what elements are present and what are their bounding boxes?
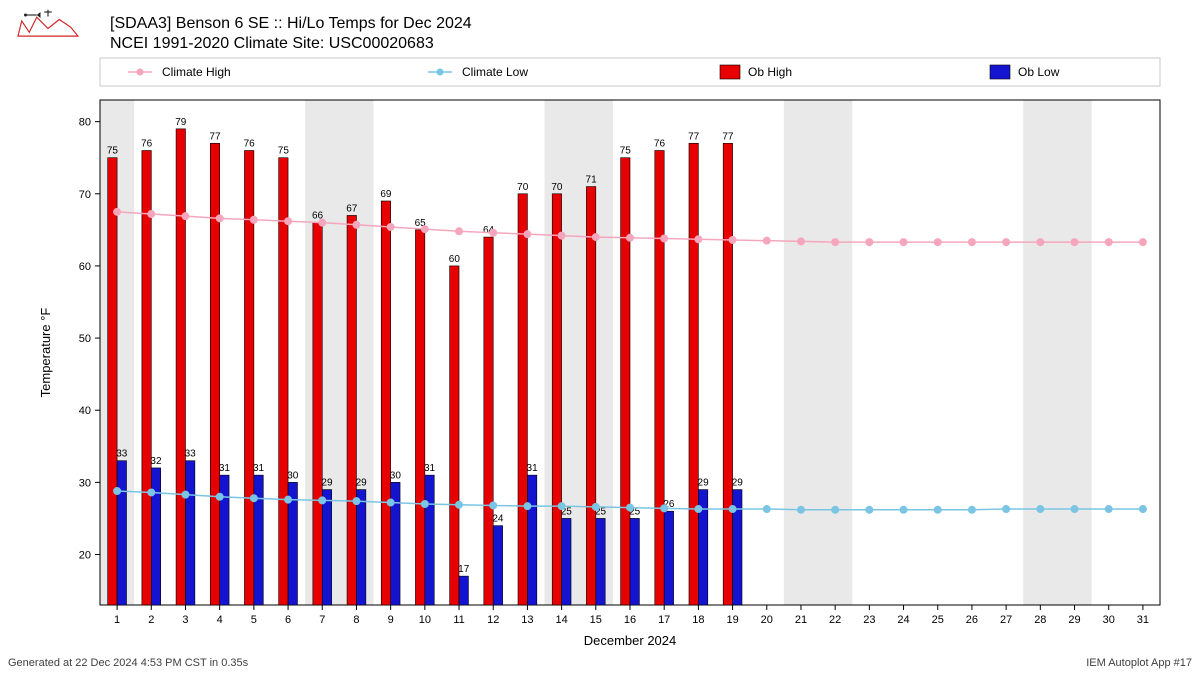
svg-text:27: 27	[1000, 614, 1012, 626]
svg-text:Climate Low: Climate Low	[462, 65, 528, 79]
svg-text:14: 14	[555, 614, 567, 626]
svg-text:77: 77	[722, 131, 734, 142]
svg-text:1: 1	[114, 614, 120, 626]
svg-text:30: 30	[287, 470, 299, 481]
svg-text:December 2024: December 2024	[584, 633, 677, 648]
svg-text:33: 33	[185, 449, 197, 460]
svg-text:Ob High: Ob High	[748, 65, 792, 79]
svg-text:24: 24	[492, 514, 504, 525]
svg-text:13: 13	[521, 614, 533, 626]
svg-text:Ob Low: Ob Low	[1018, 65, 1060, 79]
svg-text:6: 6	[285, 614, 291, 626]
svg-text:29: 29	[732, 478, 744, 489]
svg-text:69: 69	[380, 189, 392, 200]
svg-text:Climate High: Climate High	[162, 65, 231, 79]
svg-text:26: 26	[966, 614, 978, 626]
temperature-chart: 2030405060708012345678910111213141516171…	[0, 0, 1200, 675]
svg-text:75: 75	[278, 146, 290, 157]
svg-text:9: 9	[388, 614, 394, 626]
svg-text:31: 31	[527, 463, 539, 474]
footer-appid: IEM Autoplot App #17	[1086, 657, 1192, 669]
svg-text:20: 20	[761, 614, 773, 626]
svg-text:20: 20	[79, 550, 91, 562]
svg-text:32: 32	[150, 456, 162, 467]
svg-text:24: 24	[897, 614, 909, 626]
svg-text:2: 2	[148, 614, 154, 626]
svg-text:31: 31	[1137, 614, 1149, 626]
svg-text:3: 3	[182, 614, 188, 626]
svg-text:25: 25	[932, 614, 944, 626]
svg-text:67: 67	[346, 203, 358, 214]
svg-text:8: 8	[353, 614, 359, 626]
svg-text:50: 50	[79, 333, 91, 345]
svg-text:60: 60	[449, 254, 461, 265]
svg-text:79: 79	[175, 117, 187, 128]
svg-text:33: 33	[116, 449, 128, 460]
svg-text:70: 70	[551, 182, 563, 193]
svg-text:15: 15	[590, 614, 602, 626]
svg-text:29: 29	[356, 478, 368, 489]
svg-text:60: 60	[79, 261, 91, 273]
svg-text:80: 80	[79, 117, 91, 129]
svg-text:10: 10	[419, 614, 431, 626]
svg-text:12: 12	[487, 614, 499, 626]
svg-text:[SDAA3] Benson 6 SE :: Hi/Lo T: [SDAA3] Benson 6 SE :: Hi/Lo Temps for D…	[110, 15, 472, 32]
svg-text:11: 11	[453, 614, 464, 626]
svg-text:76: 76	[244, 139, 256, 150]
svg-text:28: 28	[1034, 614, 1046, 626]
svg-text:29: 29	[321, 478, 333, 489]
svg-text:70: 70	[517, 182, 529, 193]
svg-text:30: 30	[1103, 614, 1115, 626]
svg-text:76: 76	[654, 139, 666, 150]
svg-text:40: 40	[79, 405, 91, 417]
svg-text:18: 18	[692, 614, 704, 626]
svg-text:Temperature °F: Temperature °F	[38, 308, 53, 398]
svg-text:31: 31	[219, 463, 231, 474]
svg-text:30: 30	[79, 477, 91, 489]
svg-text:4: 4	[217, 614, 223, 626]
svg-text:7: 7	[319, 614, 325, 626]
svg-text:22: 22	[829, 614, 841, 626]
svg-text:17: 17	[458, 564, 470, 575]
svg-text:29: 29	[698, 478, 710, 489]
svg-text:5: 5	[251, 614, 257, 626]
svg-text:29: 29	[1068, 614, 1080, 626]
svg-text:76: 76	[141, 139, 153, 150]
svg-text:31: 31	[253, 463, 265, 474]
footer-generated: Generated at 22 Dec 2024 4:53 PM CST in …	[8, 657, 248, 669]
svg-text:19: 19	[726, 614, 738, 626]
svg-text:71: 71	[586, 175, 598, 186]
svg-text:75: 75	[620, 146, 632, 157]
svg-text:16: 16	[624, 614, 636, 626]
svg-text:30: 30	[390, 470, 402, 481]
svg-text:17: 17	[658, 614, 670, 626]
svg-text:21: 21	[795, 614, 807, 626]
svg-text:70: 70	[79, 189, 91, 201]
svg-text:31: 31	[424, 463, 436, 474]
svg-text:75: 75	[107, 146, 119, 157]
svg-text:77: 77	[209, 131, 221, 142]
svg-text:NCEI 1991-2020 Climate Site: U: NCEI 1991-2020 Climate Site: USC00020683	[110, 35, 434, 52]
svg-text:23: 23	[863, 614, 875, 626]
svg-text:77: 77	[688, 131, 700, 142]
